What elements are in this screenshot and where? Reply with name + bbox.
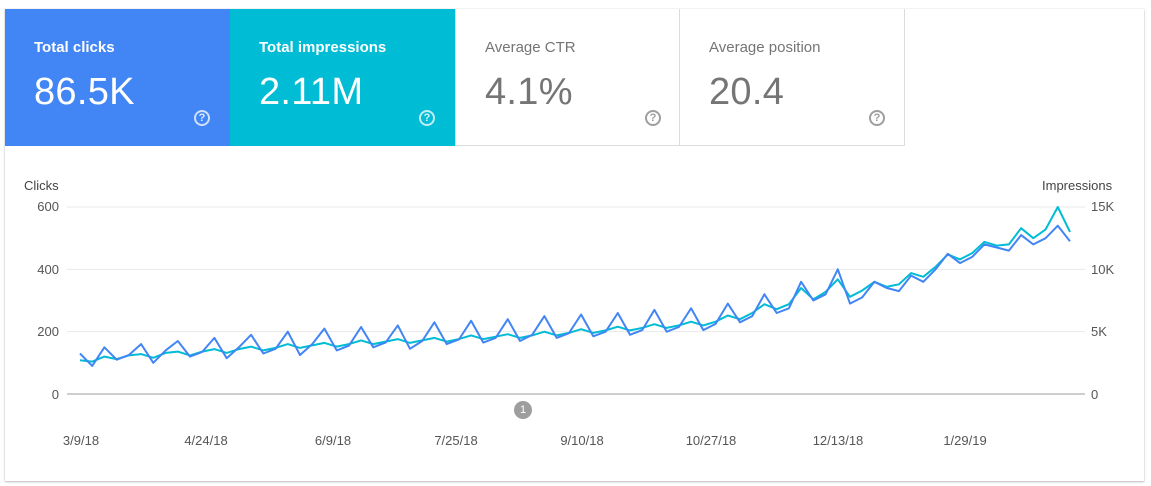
left-tick-label: 0 — [51, 387, 59, 402]
right-axis-title: Impressions — [1042, 178, 1113, 193]
x-tick-label: 4/24/18 — [184, 433, 228, 448]
right-tick-label: 10K — [1091, 262, 1115, 277]
left-axis-title: Clicks — [24, 178, 59, 193]
x-tick-label: 3/9/18 — [62, 433, 100, 448]
total-clicks-value: 86.5K — [34, 71, 135, 113]
help-icon[interactable]: ? — [869, 110, 885, 126]
average-position-tile[interactable]: Average position 20.4 ? — [680, 9, 905, 146]
average-position-label: Average position — [709, 39, 821, 56]
x-tick-label: 6/9/18 — [314, 433, 352, 448]
left-tick-label: 200 — [37, 324, 59, 339]
annotation-marker[interactable]: 1 — [514, 401, 532, 419]
x-tick-label: 9/10/18 — [560, 433, 604, 448]
metric-tiles: Total clicks 86.5K ? Total impressions 2… — [5, 9, 905, 146]
help-icon[interactable]: ? — [645, 110, 661, 126]
series-line-clicks — [79, 224, 1071, 367]
series-line-impressions — [79, 206, 1071, 363]
average-ctr-tile[interactable]: Average CTR 4.1% ? — [455, 9, 680, 146]
average-position-value: 20.4 — [709, 71, 785, 113]
chart-canvas — [67, 206, 1085, 395]
performance-card: Total clicks 86.5K ? Total impressions 2… — [5, 9, 1144, 481]
x-tick-label: 1/29/19 — [943, 433, 987, 448]
right-tick-label: 5K — [1091, 324, 1107, 339]
total-impressions-label: Total impressions — [259, 39, 387, 56]
x-tick-label: 12/13/18 — [812, 433, 864, 448]
left-tick-label: 400 — [37, 262, 59, 277]
average-ctr-value: 4.1% — [485, 71, 573, 113]
x-tick-label: 7/25/18 — [434, 433, 478, 448]
help-icon[interactable]: ? — [419, 110, 435, 126]
right-tick-label: 15K — [1091, 199, 1115, 214]
right-tick-label: 0 — [1091, 387, 1099, 402]
help-icon[interactable]: ? — [194, 110, 210, 126]
total-impressions-value: 2.11M — [259, 71, 364, 113]
total-impressions-tile[interactable]: Total impressions 2.11M ? — [230, 9, 455, 146]
total-clicks-tile[interactable]: Total clicks 86.5K ? — [5, 9, 230, 146]
left-tick-label: 600 — [37, 199, 59, 214]
total-clicks-label: Total clicks — [34, 39, 115, 56]
average-ctr-label: Average CTR — [485, 39, 576, 56]
x-tick-label: 10/27/18 — [685, 433, 737, 448]
